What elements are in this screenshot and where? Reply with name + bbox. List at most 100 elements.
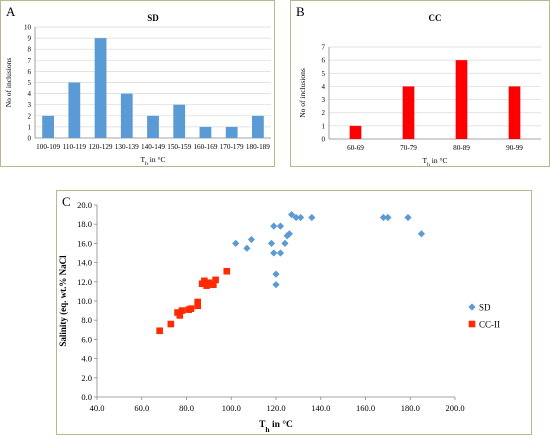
cc-ii-point	[223, 267, 231, 275]
scatter-x-tick-label: 80.0	[179, 403, 194, 413]
cc-bar	[349, 125, 362, 139]
scatter-y-tick-label: 20.0	[77, 200, 92, 210]
legend-sd-marker	[468, 303, 476, 311]
sd-point	[404, 213, 412, 222]
cc-x-tick-label: 80-89	[453, 144, 470, 152]
cc-y-tick-label: 4	[322, 83, 326, 91]
sd-x-tick-label: 140-149	[141, 143, 165, 151]
cc-ii-point	[201, 277, 208, 285]
sd-x-tick-label: 160-169	[193, 143, 217, 151]
legend-sd-label: SD	[479, 303, 491, 313]
cc-y-tick-label: 2	[322, 109, 326, 117]
sd-y-tick-label: 9	[28, 35, 32, 43]
cc-x-tick-label: 90-99	[506, 144, 523, 152]
sd-bar	[199, 126, 212, 138]
sd-point	[243, 244, 251, 252]
sd-x-tick-label: 110-119	[63, 143, 87, 151]
sd-y-tick-label: 7	[28, 57, 32, 65]
sd-bar	[225, 126, 238, 138]
scatter-y-tick-label: 4.0	[81, 354, 92, 364]
sd-y-tick-label: 5	[28, 79, 32, 87]
sd-point	[267, 239, 276, 247]
histogram-panel-sd: A 0 1 2 3 4 5 6 7 8 9 10 100-109 110-119 120-129 130-1…	[0, 0, 275, 167]
sd-point	[270, 222, 278, 230]
salinity-scatter-chart: 0.0 2.0 4.0 6.0 8.0 10.0 12.0 14.0 16.0 18.0 20.0 4…	[58, 200, 500, 434]
scatter-y-tick-label: 6.0	[81, 334, 92, 344]
sd-y-tick-label: 6	[28, 68, 32, 76]
sd-y-tick-label: 8	[28, 46, 32, 54]
sd-y-axis-label: No of inclusions	[4, 58, 13, 108]
sd-y-tick-label: 3	[28, 101, 32, 109]
scatter-y-axis-label: Salinity (eq. wt.% NaCl	[58, 255, 68, 347]
scatter-x-tick-label: 180.0	[401, 403, 420, 413]
sd-point	[283, 232, 291, 240]
scatter-panel: C 0.0 2.0 4.0 6.0 8.0 10.0 12.0 14.0 16.0 18.0 20.…	[56, 190, 532, 435]
scatter-y-tick-label: 16.0	[77, 238, 92, 248]
sd-y-tick-label: 2	[28, 112, 32, 120]
cc-ii-point	[205, 279, 213, 287]
cc-x-axis-label: Th in °C	[423, 156, 448, 166]
scatter-x-axis-label: Th in °C	[259, 419, 293, 434]
cc-ii-point	[178, 307, 186, 314]
sd-point	[272, 270, 280, 278]
legend-cc-ii-marker	[468, 320, 476, 328]
sd-y-tick-label: 4	[28, 90, 32, 98]
scatter-x-tick-label: 200.0	[445, 403, 464, 413]
cc-ii-point	[176, 312, 184, 319]
cc-ii-point	[156, 327, 163, 335]
sd-point	[272, 281, 280, 289]
scatter-y-tick-label: 0.0	[81, 392, 92, 402]
cc-y-tick-label: 3	[322, 96, 326, 104]
sd-point	[285, 230, 294, 238]
cc-histogram-chart: 0 1 2 3 4 5 6 7 60-69 70-79 80-89 90-99 CC No of incl…	[298, 13, 541, 168]
sd-bar	[147, 115, 159, 138]
scatter-x-tick-label: 160.0	[356, 403, 375, 413]
scatter-x-tick-label: 100.0	[222, 403, 241, 413]
sd-x-axis-label: Th in °C	[141, 155, 166, 166]
sd-bar	[94, 38, 107, 138]
scatter-y-tick-label: 14.0	[77, 258, 92, 268]
scatter-x-tick-label: 40.0	[90, 403, 105, 413]
cc-ii-point	[212, 276, 219, 284]
sd-bar	[251, 115, 264, 138]
sd-bar	[173, 104, 186, 138]
sd-point	[292, 213, 300, 222]
sd-point	[297, 213, 305, 222]
sd-histogram-chart: 0 1 2 3 4 5 6 7 8 9 10 100-109 110-119 120-129 130-139…	[4, 13, 271, 167]
cc-y-tick-label: 6	[322, 57, 326, 65]
sd-title: SD	[147, 13, 159, 23]
sd-point	[417, 230, 426, 238]
sd-point	[247, 235, 255, 244]
cc-x-tick-label: 70-79	[400, 144, 417, 152]
cc-y-tick-label: 1	[322, 122, 326, 130]
sd-point	[384, 213, 392, 222]
scatter-y-tick-label: 10.0	[77, 296, 92, 306]
sd-bar	[120, 93, 133, 138]
cc-ii-point	[210, 281, 217, 288]
scatter-x-tick-label: 140.0	[311, 403, 330, 413]
cc-bar	[402, 86, 415, 139]
sd-y-tick-label: 0	[28, 135, 32, 143]
cc-ii-point	[194, 302, 201, 310]
cc-ii-point	[194, 298, 201, 306]
sd-x-tick-label: 180-189	[246, 143, 270, 151]
scatter-x-tick-label: 60.0	[134, 403, 149, 413]
sd-point	[379, 213, 387, 222]
sd-point	[276, 249, 285, 257]
histogram-panel-cc: B 0 1 2 3 4 5 6 7 60-69 70-79 80-89 90-99 CC No of in…	[290, 0, 550, 168]
scatter-y-tick-label: 2.0	[81, 373, 92, 383]
scatter-y-tick-label: 8.0	[81, 315, 92, 325]
scatter-y-tick-label: 12.0	[77, 277, 92, 287]
cc-ii-point	[187, 305, 195, 312]
sd-x-tick-label: 150-159	[167, 143, 191, 151]
scatter-x-tick-label: 120.0	[266, 403, 285, 413]
cc-y-tick-label: 0	[322, 136, 326, 144]
panel-label-b: B	[296, 4, 305, 19]
sd-x-tick-label: 130-139	[115, 143, 139, 151]
sd-y-tick-label: 1	[28, 123, 32, 131]
cc-y-axis-label: No of inclusions	[298, 68, 307, 118]
sd-point	[270, 249, 278, 257]
cc-y-tick-label: 7	[322, 44, 326, 52]
sd-bar	[68, 82, 81, 138]
cc-ii-point	[167, 320, 175, 328]
